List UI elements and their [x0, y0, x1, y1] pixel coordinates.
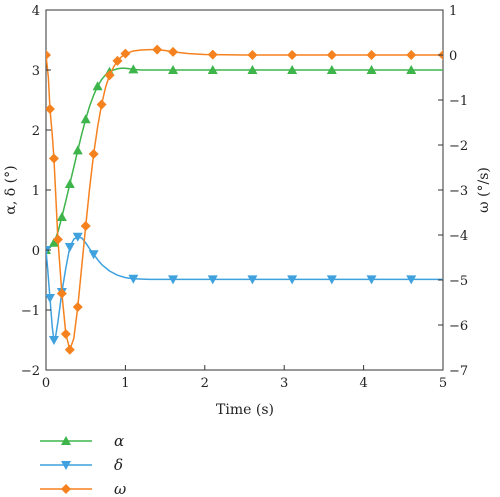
data-point [46, 104, 55, 114]
data-point [247, 65, 258, 74]
data-point [168, 275, 179, 285]
data-point [72, 145, 83, 155]
y-right-tick-label: −7 [449, 364, 468, 379]
data-point [56, 212, 67, 221]
data-point [366, 275, 377, 285]
legend: αδω [40, 432, 126, 497]
y-right-tick-label: −6 [449, 319, 468, 334]
legend-label: ω [114, 480, 126, 497]
data-point [207, 65, 218, 74]
data-point [96, 99, 107, 110]
data-point [112, 55, 123, 66]
y-left-axis-title: α, δ (°) [3, 165, 19, 214]
series-layer [46, 44, 443, 355]
data-point [168, 46, 179, 57]
data-point [406, 50, 417, 60]
y-left-tick-label: −1 [21, 304, 40, 319]
data-point [152, 44, 163, 55]
data-point [326, 65, 337, 74]
data-point [120, 48, 131, 59]
data-point [207, 275, 218, 285]
data-point [72, 302, 83, 312]
data-point [128, 64, 139, 74]
legend-marker [61, 484, 71, 494]
y-left-tick-label: −2 [21, 364, 40, 379]
x-tick-label: 2 [201, 376, 209, 391]
legend-label: α [114, 432, 124, 450]
y-right-tick-label: −4 [449, 229, 468, 244]
y-right-tick-label: −1 [449, 94, 468, 109]
data-point [287, 65, 298, 74]
data-point [48, 237, 59, 247]
series-line [46, 67, 443, 251]
y-left-tick-label: 3 [32, 64, 40, 79]
y-right-tick-label: 0 [449, 49, 457, 64]
data-point [48, 153, 59, 164]
data-point [128, 274, 139, 284]
data-point [52, 234, 63, 245]
data-point [207, 49, 218, 60]
data-point [48, 336, 59, 345]
y-right-axis-title: ω (°/s) [476, 167, 492, 213]
data-point [88, 250, 99, 260]
y-left-tick-label: 0 [32, 244, 40, 259]
plot-frame [45, 9, 444, 371]
data-point [64, 243, 75, 252]
data-point [92, 81, 103, 91]
y-left-tick-label: 2 [32, 124, 40, 139]
x-axis-title: Time (s) [216, 402, 274, 418]
data-point [46, 294, 55, 303]
x-tick-label: 3 [280, 376, 288, 391]
data-point [104, 70, 115, 81]
data-point [72, 232, 83, 242]
data-point [80, 114, 91, 124]
data-point [88, 149, 99, 159]
series-line [46, 236, 443, 341]
y-right-tick-label: 1 [449, 4, 457, 19]
data-point [287, 275, 298, 285]
data-point [287, 50, 298, 60]
y-left-tick-label: 1 [32, 184, 40, 199]
x-tick-label: 4 [359, 376, 367, 391]
data-point [247, 275, 258, 285]
data-point [366, 50, 377, 60]
series-3 [46, 44, 443, 355]
y-left-tick-label: 4 [32, 4, 40, 19]
axes-layer: 0 1 2 3 4 5 −2 −1 0 1 2 3 4 −7 −6 −5 −4 −3 −2 −1 0 1 [21, 4, 468, 391]
y-right-tick-label: −5 [449, 274, 468, 289]
data-point [46, 50, 51, 60]
data-point [56, 288, 67, 299]
plot-border [45, 9, 444, 371]
series-1 [46, 64, 443, 254]
legend-marker [61, 436, 71, 445]
data-point [64, 344, 75, 355]
data-point [64, 179, 75, 188]
x-tick-label: 0 [42, 376, 50, 391]
data-point [326, 275, 337, 285]
legend-label: δ [114, 456, 123, 474]
data-point [326, 50, 337, 60]
series-line [46, 48, 443, 351]
x-tick-label: 1 [121, 376, 129, 391]
data-point [247, 50, 258, 60]
data-point [60, 329, 71, 339]
y-right-tick-label: −3 [449, 184, 468, 199]
y-right-tick-label: −2 [449, 139, 468, 154]
data-point [366, 65, 377, 74]
data-point [80, 221, 91, 231]
data-point [406, 65, 417, 74]
x-tick-label: 5 [439, 376, 447, 391]
series-2 [46, 232, 443, 345]
data-point [406, 275, 417, 285]
data-point [168, 65, 179, 74]
legend-marker [61, 461, 71, 470]
